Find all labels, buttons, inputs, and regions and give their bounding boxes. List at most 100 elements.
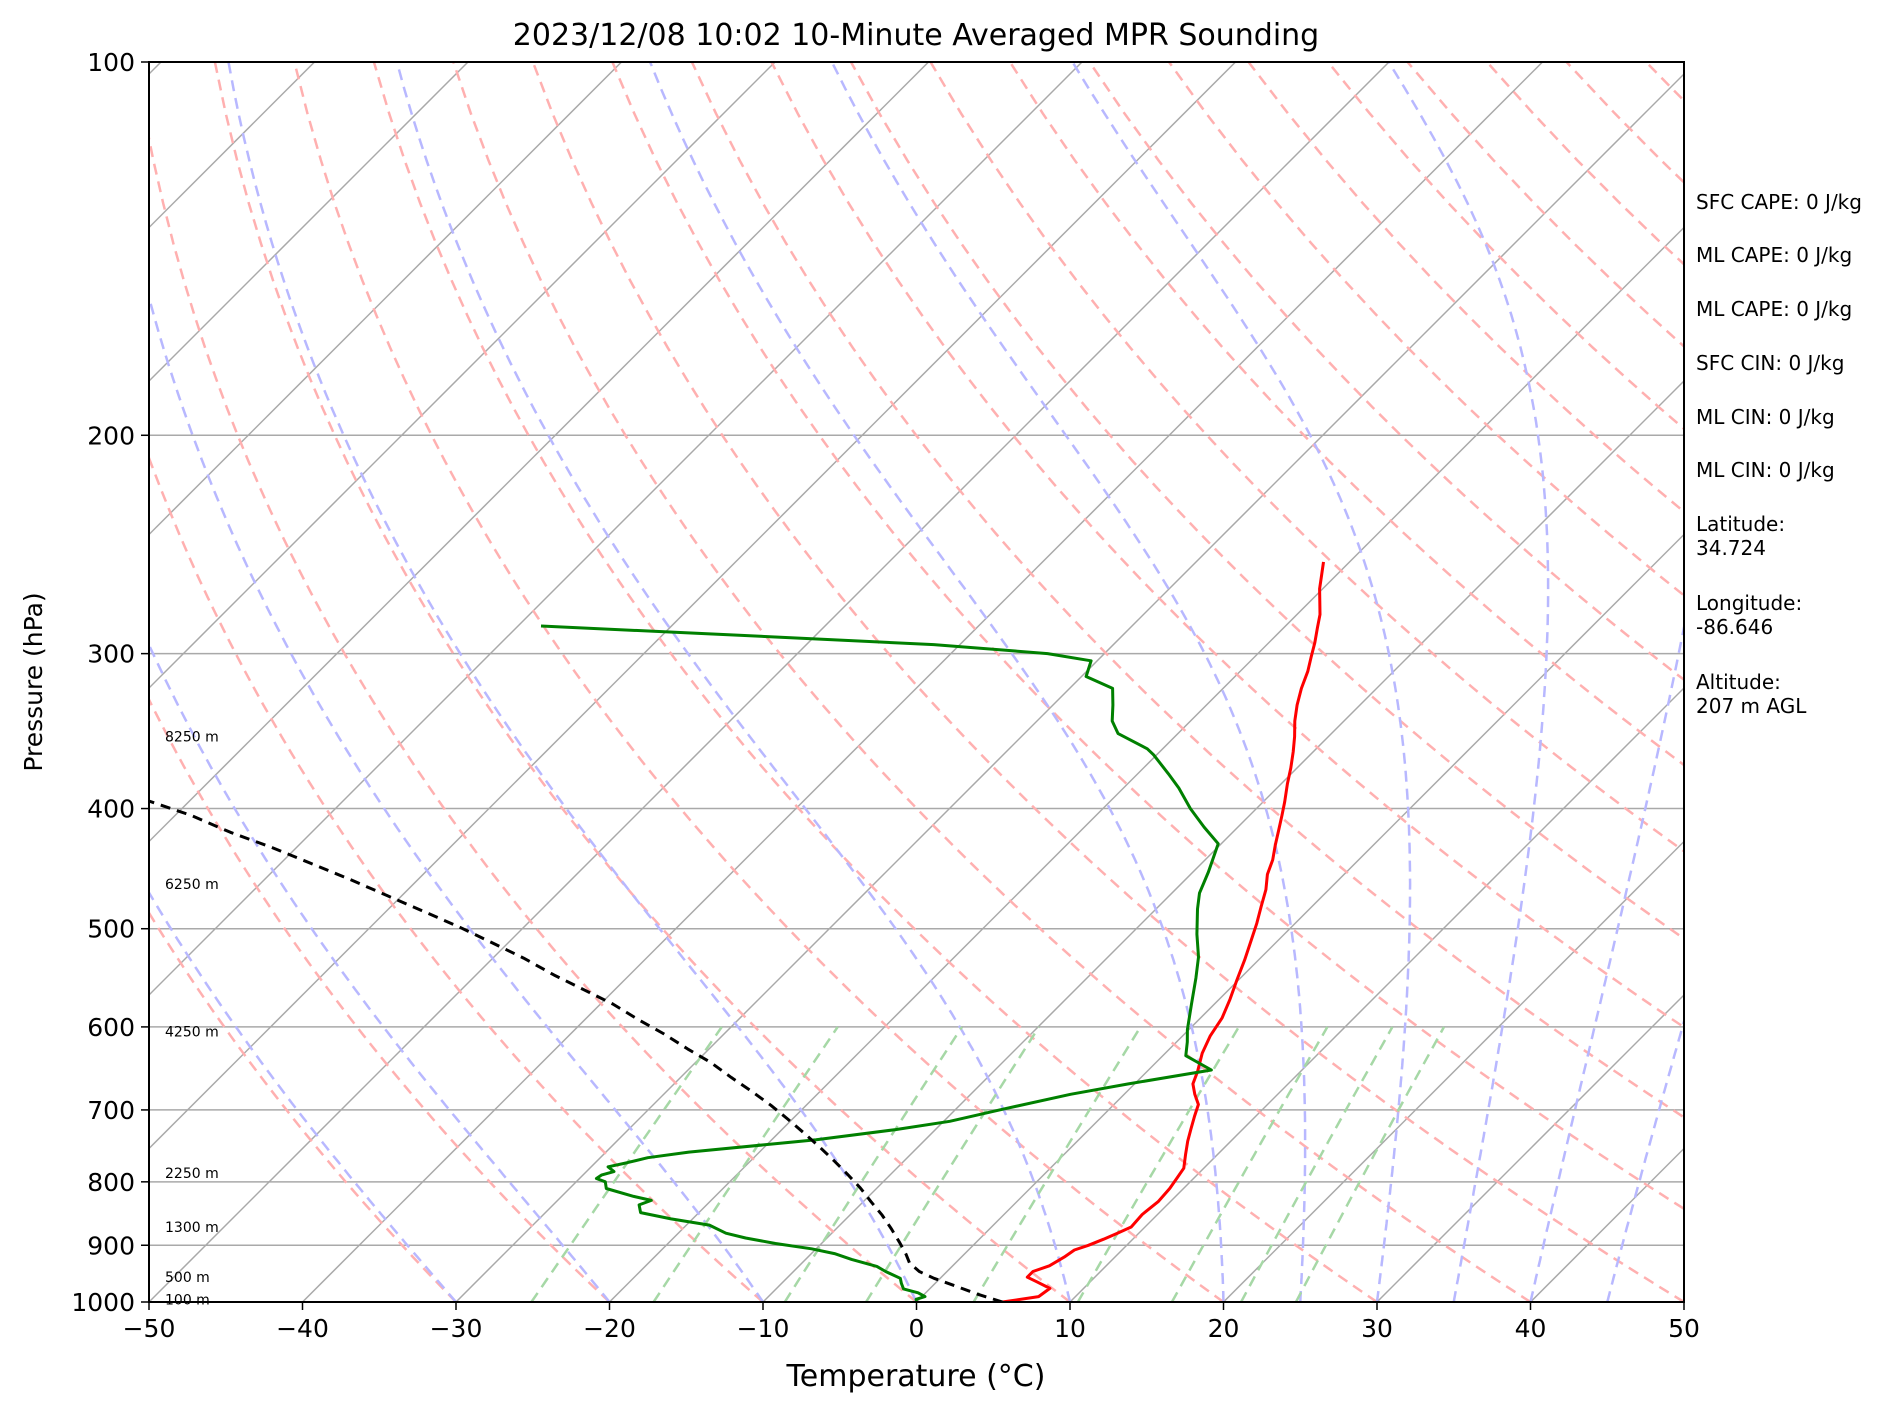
mixing-ratio-line — [972, 1026, 1142, 1302]
info-label: ML CAPE: 0 J/kg — [1696, 243, 1852, 267]
dry-adiabat-line — [452, 62, 1532, 1302]
dry-adiabat-line — [149, 454, 764, 1302]
dry-adiabat-line — [149, 132, 918, 1302]
isotherm-line — [1069, 686, 1684, 1302]
y-axis-label: Pressure (hPa) — [19, 592, 48, 771]
chart-title: 2023/12/08 10:02 10-Minute Averaged MPR … — [513, 18, 1319, 53]
y-tick-label: 400 — [87, 795, 135, 824]
mixing-ratio-line — [1239, 1026, 1394, 1302]
moist-adiabat-line — [149, 292, 765, 1302]
y-tick-label: 700 — [87, 1096, 135, 1125]
isotherm-line — [1376, 993, 1684, 1302]
moist-adiabat-line — [1387, 62, 1550, 1302]
y-tick-label: 500 — [87, 915, 135, 944]
moist-adiabat-line — [227, 62, 918, 1302]
moist-adiabat-line — [648, 62, 1225, 1302]
y-tick-label: 1000 — [71, 1288, 135, 1317]
x-tick-label: 20 — [1208, 1314, 1240, 1343]
temperature-profile-line — [1002, 561, 1325, 1302]
isotherm-line — [762, 379, 1684, 1302]
info-label: ML CIN: 0 J/kg — [1696, 405, 1835, 429]
x-tick-label: −40 — [276, 1314, 329, 1343]
dry-adiabat-line — [770, 62, 1684, 1029]
height-label: 8250 m — [165, 730, 219, 746]
y-tick-label: 200 — [87, 421, 135, 450]
height-label: 500 m — [165, 1270, 210, 1286]
isotherm-line — [1222, 840, 1684, 1302]
height-labels: 8250 m 6250 m 4250 m 2250 m 1300 m 500 m 100 m — [165, 730, 219, 1309]
y-axis: 100 200 300 400 500 600 700 800 900 1000 — [71, 48, 149, 1317]
info-label: SFC CIN: 0 J/kg — [1696, 351, 1844, 375]
dry-adiabat-line — [372, 62, 1378, 1302]
background-lines — [149, 62, 1684, 1302]
dry-adiabat-line — [611, 62, 1684, 1211]
height-label: 2250 m — [165, 1166, 219, 1182]
x-axis: −50 −40 −30 −20 −10 0 10 20 30 40 50 — [123, 1302, 1700, 1343]
dry-adiabat-line — [531, 62, 1684, 1302]
mixing-ratio-line — [1170, 1026, 1329, 1302]
parcel-profile-line — [149, 799, 1003, 1302]
dry-adiabat-line — [149, 910, 457, 1302]
x-tick-label: −30 — [430, 1314, 483, 1343]
info-label: -86.646 — [1696, 615, 1773, 639]
isotherm-line — [149, 62, 623, 536]
x-tick-label: −20 — [583, 1314, 636, 1343]
isotherm-line — [149, 62, 1083, 997]
isotherm-line — [149, 62, 776, 690]
mixing-ratio-line — [1294, 1026, 1446, 1302]
x-tick-label: 50 — [1668, 1314, 1700, 1343]
dry-adiabat-line — [690, 62, 1684, 1119]
mixing-ratio-line — [652, 1026, 839, 1302]
y-tick-label: 600 — [87, 1013, 135, 1042]
isotherm-line — [149, 62, 930, 843]
x-tick-label: −50 — [123, 1314, 176, 1343]
info-label: Latitude: — [1696, 512, 1785, 536]
height-label: 1300 m — [165, 1220, 219, 1236]
height-label: 100 m — [165, 1292, 210, 1308]
y-tick-label: 100 — [87, 48, 135, 77]
x-axis-label: Temperature (°C) — [786, 1359, 1046, 1394]
dry-adiabat-line — [1167, 62, 1684, 597]
info-label: 207 m AGL — [1696, 694, 1807, 718]
y-tick-label: 800 — [87, 1168, 135, 1197]
info-label: SFC CAPE: 0 J/kg — [1696, 190, 1862, 214]
info-label: Altitude: — [1696, 670, 1781, 694]
isotherm-line — [149, 62, 1237, 1150]
height-label: 4250 m — [165, 1024, 219, 1040]
moist-adiabat-line — [1529, 620, 1684, 1302]
info-label: 34.724 — [1696, 536, 1766, 560]
moist-adiabat-line — [395, 62, 1072, 1302]
data-lines — [149, 561, 1325, 1302]
mixing-ratio-line — [783, 1026, 964, 1302]
dry-adiabat-line — [929, 62, 1684, 853]
dry-adiabat-line — [213, 62, 1071, 1302]
dry-adiabat-line — [849, 62, 1684, 941]
x-tick-label: 10 — [1054, 1314, 1086, 1343]
moist-adiabat-line — [149, 890, 457, 1302]
isotherm-line — [915, 533, 1684, 1302]
y-tick-label: 900 — [87, 1231, 135, 1260]
isotherm-line — [149, 62, 469, 383]
y-tick-label: 300 — [87, 640, 135, 669]
isotherm-line — [301, 62, 1544, 1302]
mixing-ratio-line — [865, 1026, 1040, 1302]
moist-adiabat-line — [1606, 1017, 1684, 1302]
isotherm-line — [149, 62, 1390, 1302]
height-label: 6250 m — [165, 877, 219, 893]
info-label: ML CIN: 0 J/kg — [1696, 458, 1835, 482]
x-tick-label: 40 — [1515, 1314, 1547, 1343]
moist-adiabat-line — [149, 641, 611, 1302]
x-tick-label: 30 — [1361, 1314, 1393, 1343]
isotherm-line — [455, 72, 1684, 1302]
info-panel: SFC CAPE: 0 J/kg ML CAPE: 0 J/kg ML CAPE: … — [1696, 190, 1862, 718]
moist-adiabat-line — [830, 62, 1307, 1302]
dry-adiabat-line — [293, 62, 1225, 1302]
mixing-ratio-line — [1076, 1026, 1240, 1302]
info-label: Longitude: — [1696, 591, 1802, 615]
x-tick-label: −10 — [737, 1314, 790, 1343]
dewpoint-profile-line — [540, 624, 1220, 1302]
x-tick-label: 0 — [909, 1314, 925, 1343]
dry-adiabat-line — [1088, 62, 1684, 682]
